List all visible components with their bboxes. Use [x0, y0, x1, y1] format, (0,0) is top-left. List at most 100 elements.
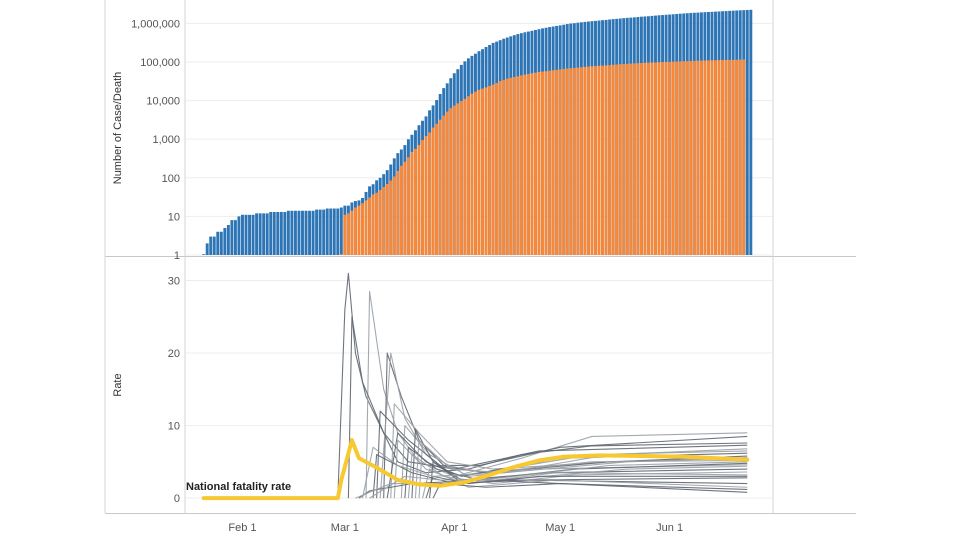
cases-bar: [329, 208, 333, 255]
deaths-bar: [721, 60, 725, 255]
cases-bar: [241, 214, 244, 255]
deaths-bar: [629, 63, 633, 256]
deaths-bar: [470, 93, 474, 255]
cases-bar: [283, 211, 287, 255]
state-rate-line: [414, 439, 748, 499]
deaths-bar: [689, 60, 693, 255]
deaths-bar: [456, 103, 460, 255]
deaths-bar: [445, 111, 449, 255]
deaths-bar: [675, 61, 679, 255]
cases-bar: [318, 209, 322, 255]
deaths-bar: [692, 60, 696, 256]
deaths-bar: [678, 61, 682, 256]
deaths-bar: [654, 62, 657, 255]
deaths-bar: [583, 66, 587, 255]
deaths-bar: [389, 180, 393, 255]
cases-bar: [262, 213, 266, 255]
cases-bar: [308, 210, 312, 255]
deaths-bar: [459, 101, 463, 255]
deaths-bar: [622, 64, 626, 256]
deaths-bar: [346, 213, 350, 255]
deaths-bar: [498, 81, 502, 255]
deaths-bar: [385, 184, 389, 255]
deaths-bar: [710, 60, 714, 255]
deaths-bar: [431, 127, 435, 255]
deaths-bar: [731, 59, 735, 255]
state-rate-line: [355, 461, 748, 499]
deaths-bar: [413, 148, 417, 255]
cases-bar: [322, 209, 326, 255]
top-y-tick-label: 10,000: [146, 96, 180, 108]
cases-bar: [226, 224, 230, 255]
deaths-bar: [643, 62, 647, 255]
deaths-bar: [403, 161, 407, 255]
deaths-bar: [671, 61, 675, 255]
deaths-bar: [696, 60, 700, 255]
deaths-bar: [428, 132, 432, 255]
deaths-bar: [579, 67, 583, 255]
deaths-bar: [477, 89, 481, 255]
top-y-tick-label: 1,000: [152, 134, 180, 146]
state-rate-line: [432, 483, 748, 499]
deaths-bar: [357, 205, 361, 255]
top-y-axis-title: Number of Case/Death: [112, 72, 124, 185]
deaths-bar: [421, 140, 424, 255]
cases-bar: [223, 228, 227, 255]
deaths-bar: [505, 78, 509, 256]
cases-bar: [297, 210, 301, 255]
cases-bar: [339, 207, 343, 255]
deaths-bar: [526, 73, 530, 255]
deaths-bar: [466, 96, 470, 255]
state-rate-line: [361, 446, 748, 499]
deaths-bar: [495, 83, 499, 255]
deaths-bar: [657, 62, 661, 255]
deaths-bar: [586, 66, 590, 255]
cases-bar: [212, 236, 216, 255]
cases-bar: [286, 210, 290, 255]
deaths-bar: [636, 63, 640, 256]
deaths-bar: [742, 59, 746, 256]
x-tick-label: Jun 1: [656, 522, 683, 534]
deaths-bar: [555, 69, 559, 255]
deaths-bar: [463, 98, 467, 255]
deaths-bar: [523, 74, 527, 255]
x-tick-label: Apr 1: [441, 522, 467, 534]
cases-bar: [244, 214, 248, 255]
deaths-bar: [738, 59, 742, 255]
bottom-y-tick-label: 20: [168, 348, 180, 360]
state-rate-line: [372, 454, 748, 499]
national-fatality-rate-line: [201, 438, 750, 501]
bottom-y-tick-label: 0: [174, 493, 180, 505]
deaths-bar: [537, 71, 541, 255]
deaths-bar: [452, 105, 456, 256]
deaths-bar: [646, 62, 650, 255]
state-rate-line: [347, 316, 748, 499]
deaths-bar: [435, 123, 439, 255]
cases-bar: [233, 220, 237, 255]
cases-bar: [293, 210, 297, 255]
top-y-tick-label: 10: [168, 211, 180, 223]
state-rate-line: [337, 272, 748, 499]
deaths-bar: [399, 165, 403, 255]
cases-bar: [205, 243, 209, 255]
top-y-tick-label: 100: [162, 173, 180, 185]
cases-bar: [202, 254, 206, 255]
deaths-bar: [572, 67, 576, 256]
x-tick-label: Feb 1: [228, 522, 256, 534]
deaths-bar: [724, 59, 728, 255]
deaths-bar: [424, 136, 428, 255]
cases-bar: [248, 214, 252, 255]
deaths-bar: [565, 68, 569, 255]
deaths-bar: [632, 63, 636, 256]
deaths-bar: [484, 87, 488, 255]
cases-bar: [251, 214, 255, 255]
deaths-bar: [548, 70, 552, 255]
deaths-bar: [562, 68, 566, 255]
bottom-gridlines: [186, 280, 772, 499]
bottom-y-tick-labels: 0 10 20 30: [168, 276, 180, 506]
national-fatality-rate-annotation: National fatality rate: [186, 481, 291, 493]
deaths-bar: [438, 119, 442, 255]
deaths-bar: [604, 65, 608, 255]
deaths-bar: [551, 70, 555, 255]
